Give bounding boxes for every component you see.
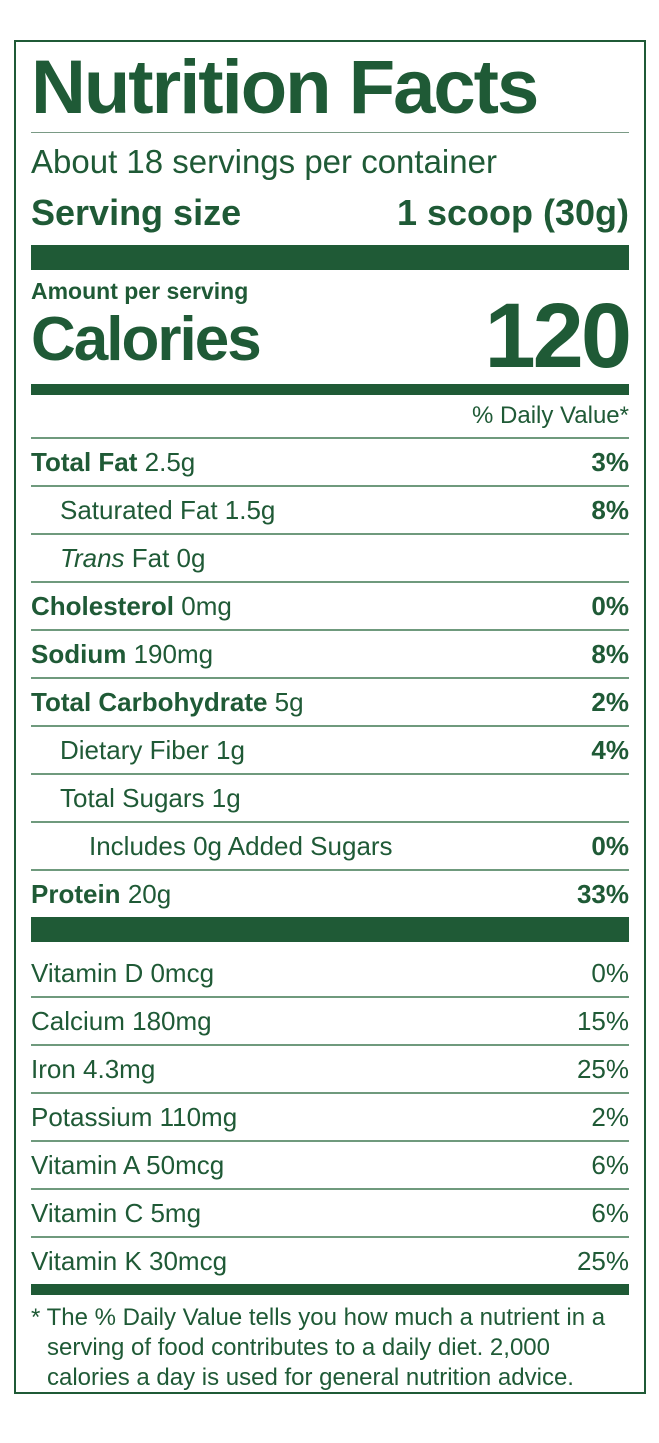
vitamin-name: Potassium 110mg: [31, 1101, 238, 1132]
nutrient-name: Total Carbohydrate: [31, 686, 268, 717]
vitamin-dv: 0%: [591, 957, 629, 988]
footnote: * The % Daily Value tells you how much a…: [31, 1304, 606, 1391]
nutrient-dv: 2%: [591, 686, 629, 717]
nutrient-row-trans-fat: Trans Fat 0g: [31, 533, 629, 581]
nutrient-row-added-sugars: Includes 0g Added Sugars 0%: [31, 821, 629, 869]
nutrient-name: Trans: [60, 542, 125, 573]
vitamin-dv: 25%: [576, 1053, 629, 1084]
label-title: Nutrition Facts: [31, 45, 539, 130]
nutrient-row-dietary-fiber: Dietary Fiber 1g 4%: [31, 725, 629, 773]
nutrient-row-cholesterol: Cholesterol 0mg 0%: [31, 581, 629, 629]
nutrient-name: Saturated Fat 1.5g: [60, 494, 276, 525]
nutrient-name: Protein: [31, 878, 121, 909]
nutrient-amount: 2.5g: [144, 446, 196, 477]
nutrient-amount: 190mg: [133, 638, 214, 669]
vitamin-row: Calcium 180mg 15%: [31, 996, 629, 1044]
vitamin-row: Vitamin A 50mcg 6%: [31, 1140, 629, 1188]
thick-divider: [31, 245, 629, 270]
serving-size-value: 1 scoop (30g): [396, 192, 629, 233]
nutrient-name: Dietary Fiber 1g: [60, 734, 245, 765]
nutrient-dv: 8%: [591, 494, 629, 525]
nutrient-amount: 20g: [127, 878, 172, 909]
nutrient-amount: 0mg: [181, 590, 232, 621]
nutrient-dv: 8%: [591, 638, 629, 669]
vitamin-name: Vitamin C 5mg: [31, 1197, 202, 1228]
calories-section: Amount per serving Calories 120: [31, 270, 632, 387]
amount-per-serving: Amount per serving: [31, 278, 249, 304]
medium-divider: [31, 1284, 629, 1295]
medium-divider: [31, 384, 629, 395]
nutrient-row-protein: Protein 20g 33%: [31, 869, 629, 917]
vitamin-row: Vitamin D 0mcg 0%: [31, 950, 629, 996]
vitamin-dv: 6%: [591, 1197, 629, 1228]
nutrient-row-total-carbohydrate: Total Carbohydrate 5g 2%: [31, 677, 629, 725]
vitamin-name: Iron 4.3mg: [31, 1053, 156, 1084]
nutrient-dv: 3%: [591, 446, 629, 477]
nutrient-name: Sodium: [31, 638, 127, 669]
vitamin-name: Vitamin D 0mcg: [31, 957, 215, 988]
vitamin-dv: 15%: [576, 1005, 629, 1036]
vitamin-row: Vitamin K 30mcg 25%: [31, 1236, 629, 1284]
nutrient-dv: 0%: [591, 830, 629, 861]
nutrient-name: Cholesterol: [31, 590, 175, 621]
nutrient-dv: 4%: [591, 734, 629, 765]
vitamin-row: Vitamin C 5mg 6%: [31, 1188, 629, 1236]
vitamin-dv: 2%: [591, 1101, 629, 1132]
vitamin-name: Vitamin K 30mcg: [31, 1245, 228, 1276]
calories-value: 120: [484, 285, 632, 387]
vitamin-name: Calcium 180mg: [31, 1005, 212, 1036]
divider: [31, 132, 629, 133]
nutrient-row-saturated-fat: Saturated Fat 1.5g 8%: [31, 485, 629, 533]
vitamin-dv: 6%: [591, 1149, 629, 1180]
nutrient-amount: 5g: [274, 686, 304, 717]
vitamin-row: Iron 4.3mg 25%: [31, 1044, 629, 1092]
thick-divider: [31, 917, 629, 942]
nutrient-dv: 0%: [591, 590, 629, 621]
serving-size: Serving size 1 scoop (30g): [31, 187, 629, 239]
nutrient-row-total-fat: Total Fat 2.5g 3%: [31, 437, 629, 485]
vitamin-row: Potassium 110mg 2%: [31, 1092, 629, 1140]
nutrient-row-total-sugars: Total Sugars 1g: [31, 773, 629, 821]
nutrient-row-sodium: Sodium 190mg 8%: [31, 629, 629, 677]
nutrient-amount: Fat 0g: [131, 542, 206, 573]
serving-size-label: Serving size: [31, 192, 242, 233]
vitamin-dv: 25%: [576, 1245, 629, 1276]
calories-label: Calories: [31, 305, 262, 374]
nutrient-dv: 33%: [576, 878, 629, 909]
nutrient-name: Includes 0g Added Sugars: [89, 830, 393, 861]
nutrient-name: Total Sugars 1g: [60, 782, 241, 813]
daily-value-header: % Daily Value*: [472, 402, 629, 429]
vitamin-name: Vitamin A 50mcg: [31, 1149, 225, 1180]
nutrient-name: Total Fat: [31, 446, 138, 477]
servings-per-container: About 18 servings per container: [31, 143, 497, 180]
nutrition-facts-label: Nutrition Facts About 18 servings per co…: [14, 40, 646, 1394]
